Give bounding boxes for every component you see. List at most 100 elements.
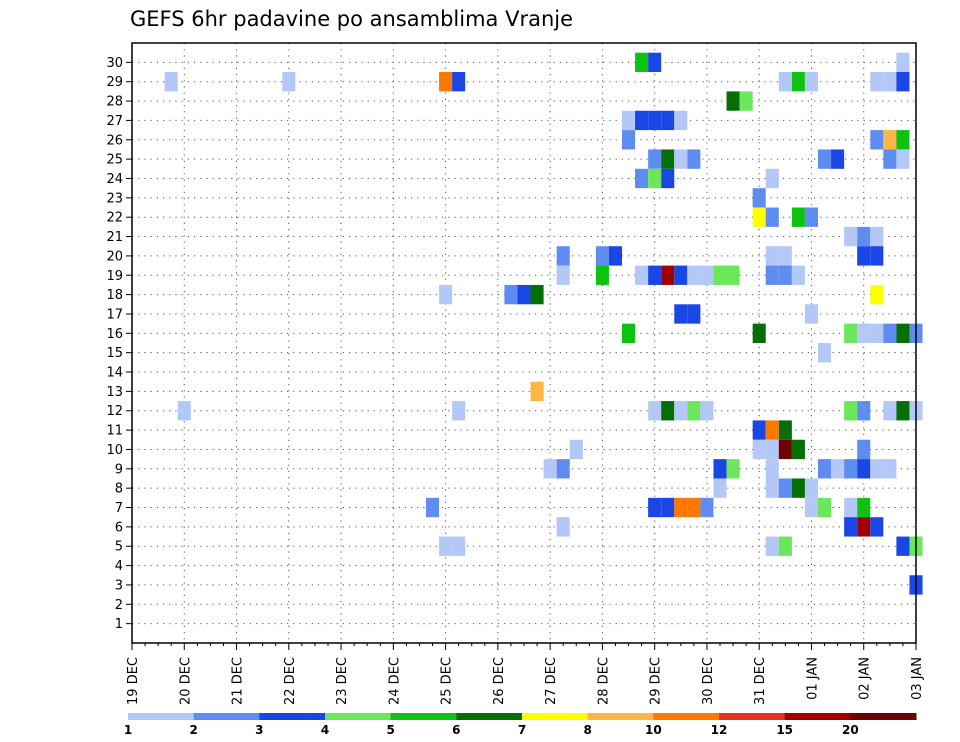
- y-tick-label: 29: [106, 75, 123, 90]
- data-cell: [608, 246, 622, 266]
- data-cell: [870, 226, 884, 247]
- grid: [132, 43, 916, 643]
- data-cell: [857, 459, 871, 479]
- y-tick-label: 28: [106, 95, 123, 110]
- data-cell: [661, 110, 675, 131]
- y-tick-label: 20: [106, 249, 123, 264]
- data-cell: [700, 401, 714, 421]
- data-cell: [778, 439, 792, 460]
- data-cell: [556, 459, 570, 479]
- data-cell: [595, 265, 609, 285]
- data-cell: [818, 459, 832, 479]
- data-cell: [648, 52, 662, 73]
- data-cell: [765, 265, 779, 285]
- y-tick-label: 16: [106, 327, 123, 342]
- data-cell: [844, 323, 858, 343]
- x-tick-label: 20 DEC: [178, 657, 193, 705]
- y-tick-label: 17: [106, 307, 123, 322]
- data-cell: [778, 478, 792, 498]
- y-tick-label: 2: [115, 598, 123, 613]
- data-cell: [687, 265, 701, 285]
- data-cell: [778, 246, 792, 266]
- data-cell: [595, 246, 609, 266]
- data-cell: [687, 304, 701, 324]
- data-cell: [726, 459, 740, 479]
- legend-swatch: [719, 713, 786, 720]
- data-cell: [674, 110, 688, 131]
- y-tick-label: 27: [106, 114, 123, 129]
- y-tick-label: 7: [115, 501, 123, 516]
- data-cell: [439, 72, 453, 92]
- data-cell: [752, 439, 766, 460]
- y-tick-label: 24: [106, 172, 123, 187]
- y-tick-label: 25: [106, 153, 123, 168]
- data-cell: [857, 517, 871, 537]
- data-cell: [883, 149, 897, 169]
- data-cell: [870, 72, 884, 92]
- data-cell: [883, 72, 897, 92]
- y-tick-label: 4: [115, 559, 123, 574]
- legend-label: 3: [255, 723, 263, 737]
- data-cell: [896, 323, 910, 343]
- x-axis: 19 DEC 20 DEC 21 DEC 22 DEC 23 DEC 24 DEC 25 D…: [126, 643, 925, 705]
- legend-swatch: [653, 713, 720, 720]
- legend-swatch: [259, 713, 326, 720]
- data-cell: [713, 459, 727, 479]
- data-cell: [648, 497, 662, 518]
- data-cell: [857, 226, 871, 247]
- data-cell: [517, 284, 531, 305]
- data-cell: [765, 478, 779, 498]
- y-tick-label: 26: [106, 133, 123, 148]
- legend-label: 12: [711, 723, 728, 737]
- data-cell: [844, 226, 858, 247]
- plot-frame: [131, 42, 917, 644]
- y-tick-label: 18: [106, 288, 123, 303]
- data-cell: [648, 401, 662, 421]
- data-cell: [765, 439, 779, 460]
- x-tick-label: 30 DEC: [701, 657, 716, 705]
- x-tick-label: 21 DEC: [231, 657, 246, 705]
- legend-swatch: [325, 713, 392, 720]
- y-tick-label: 23: [106, 191, 123, 206]
- data-cell: [778, 72, 792, 92]
- data-cell: [726, 91, 740, 111]
- data-cell: [765, 246, 779, 266]
- y-tick-label: 22: [106, 211, 123, 226]
- legend-label: 2: [189, 723, 197, 737]
- x-tick-label: 31 DEC: [753, 657, 768, 705]
- y-tick-label: 9: [115, 462, 123, 477]
- data-cell: [791, 478, 805, 498]
- data-cell: [713, 265, 727, 285]
- x-tick-label: 29 DEC: [649, 657, 664, 705]
- data-cell: [818, 149, 832, 169]
- y-tick-label: 21: [106, 230, 123, 245]
- data-cell: [177, 401, 191, 421]
- data-cell: [896, 401, 910, 421]
- data-cell: [896, 72, 910, 92]
- x-tick-label: 27 DEC: [544, 657, 559, 705]
- y-tick-label: 5: [115, 540, 123, 555]
- data-cell: [765, 207, 779, 227]
- data-cells: [164, 52, 923, 595]
- data-cell: [818, 343, 832, 363]
- data-cell: [530, 381, 544, 402]
- data-cell: [661, 149, 675, 169]
- legend-label: 6: [452, 723, 460, 737]
- data-cell: [752, 323, 766, 343]
- data-cell: [791, 207, 805, 227]
- data-cell: [870, 459, 884, 479]
- data-cell: [661, 497, 675, 518]
- data-cell: [530, 284, 544, 305]
- legend-label: 8: [583, 723, 591, 737]
- data-cell: [543, 459, 557, 479]
- data-cell: [831, 149, 845, 169]
- data-cell: [622, 110, 636, 131]
- data-cell: [870, 246, 884, 266]
- data-cell: [648, 168, 662, 189]
- data-cell: [426, 497, 440, 518]
- data-cell: [569, 439, 583, 460]
- data-cell: [778, 420, 792, 440]
- data-cell: [635, 168, 649, 189]
- legend-swatch: [128, 713, 195, 720]
- data-cell: [818, 497, 832, 518]
